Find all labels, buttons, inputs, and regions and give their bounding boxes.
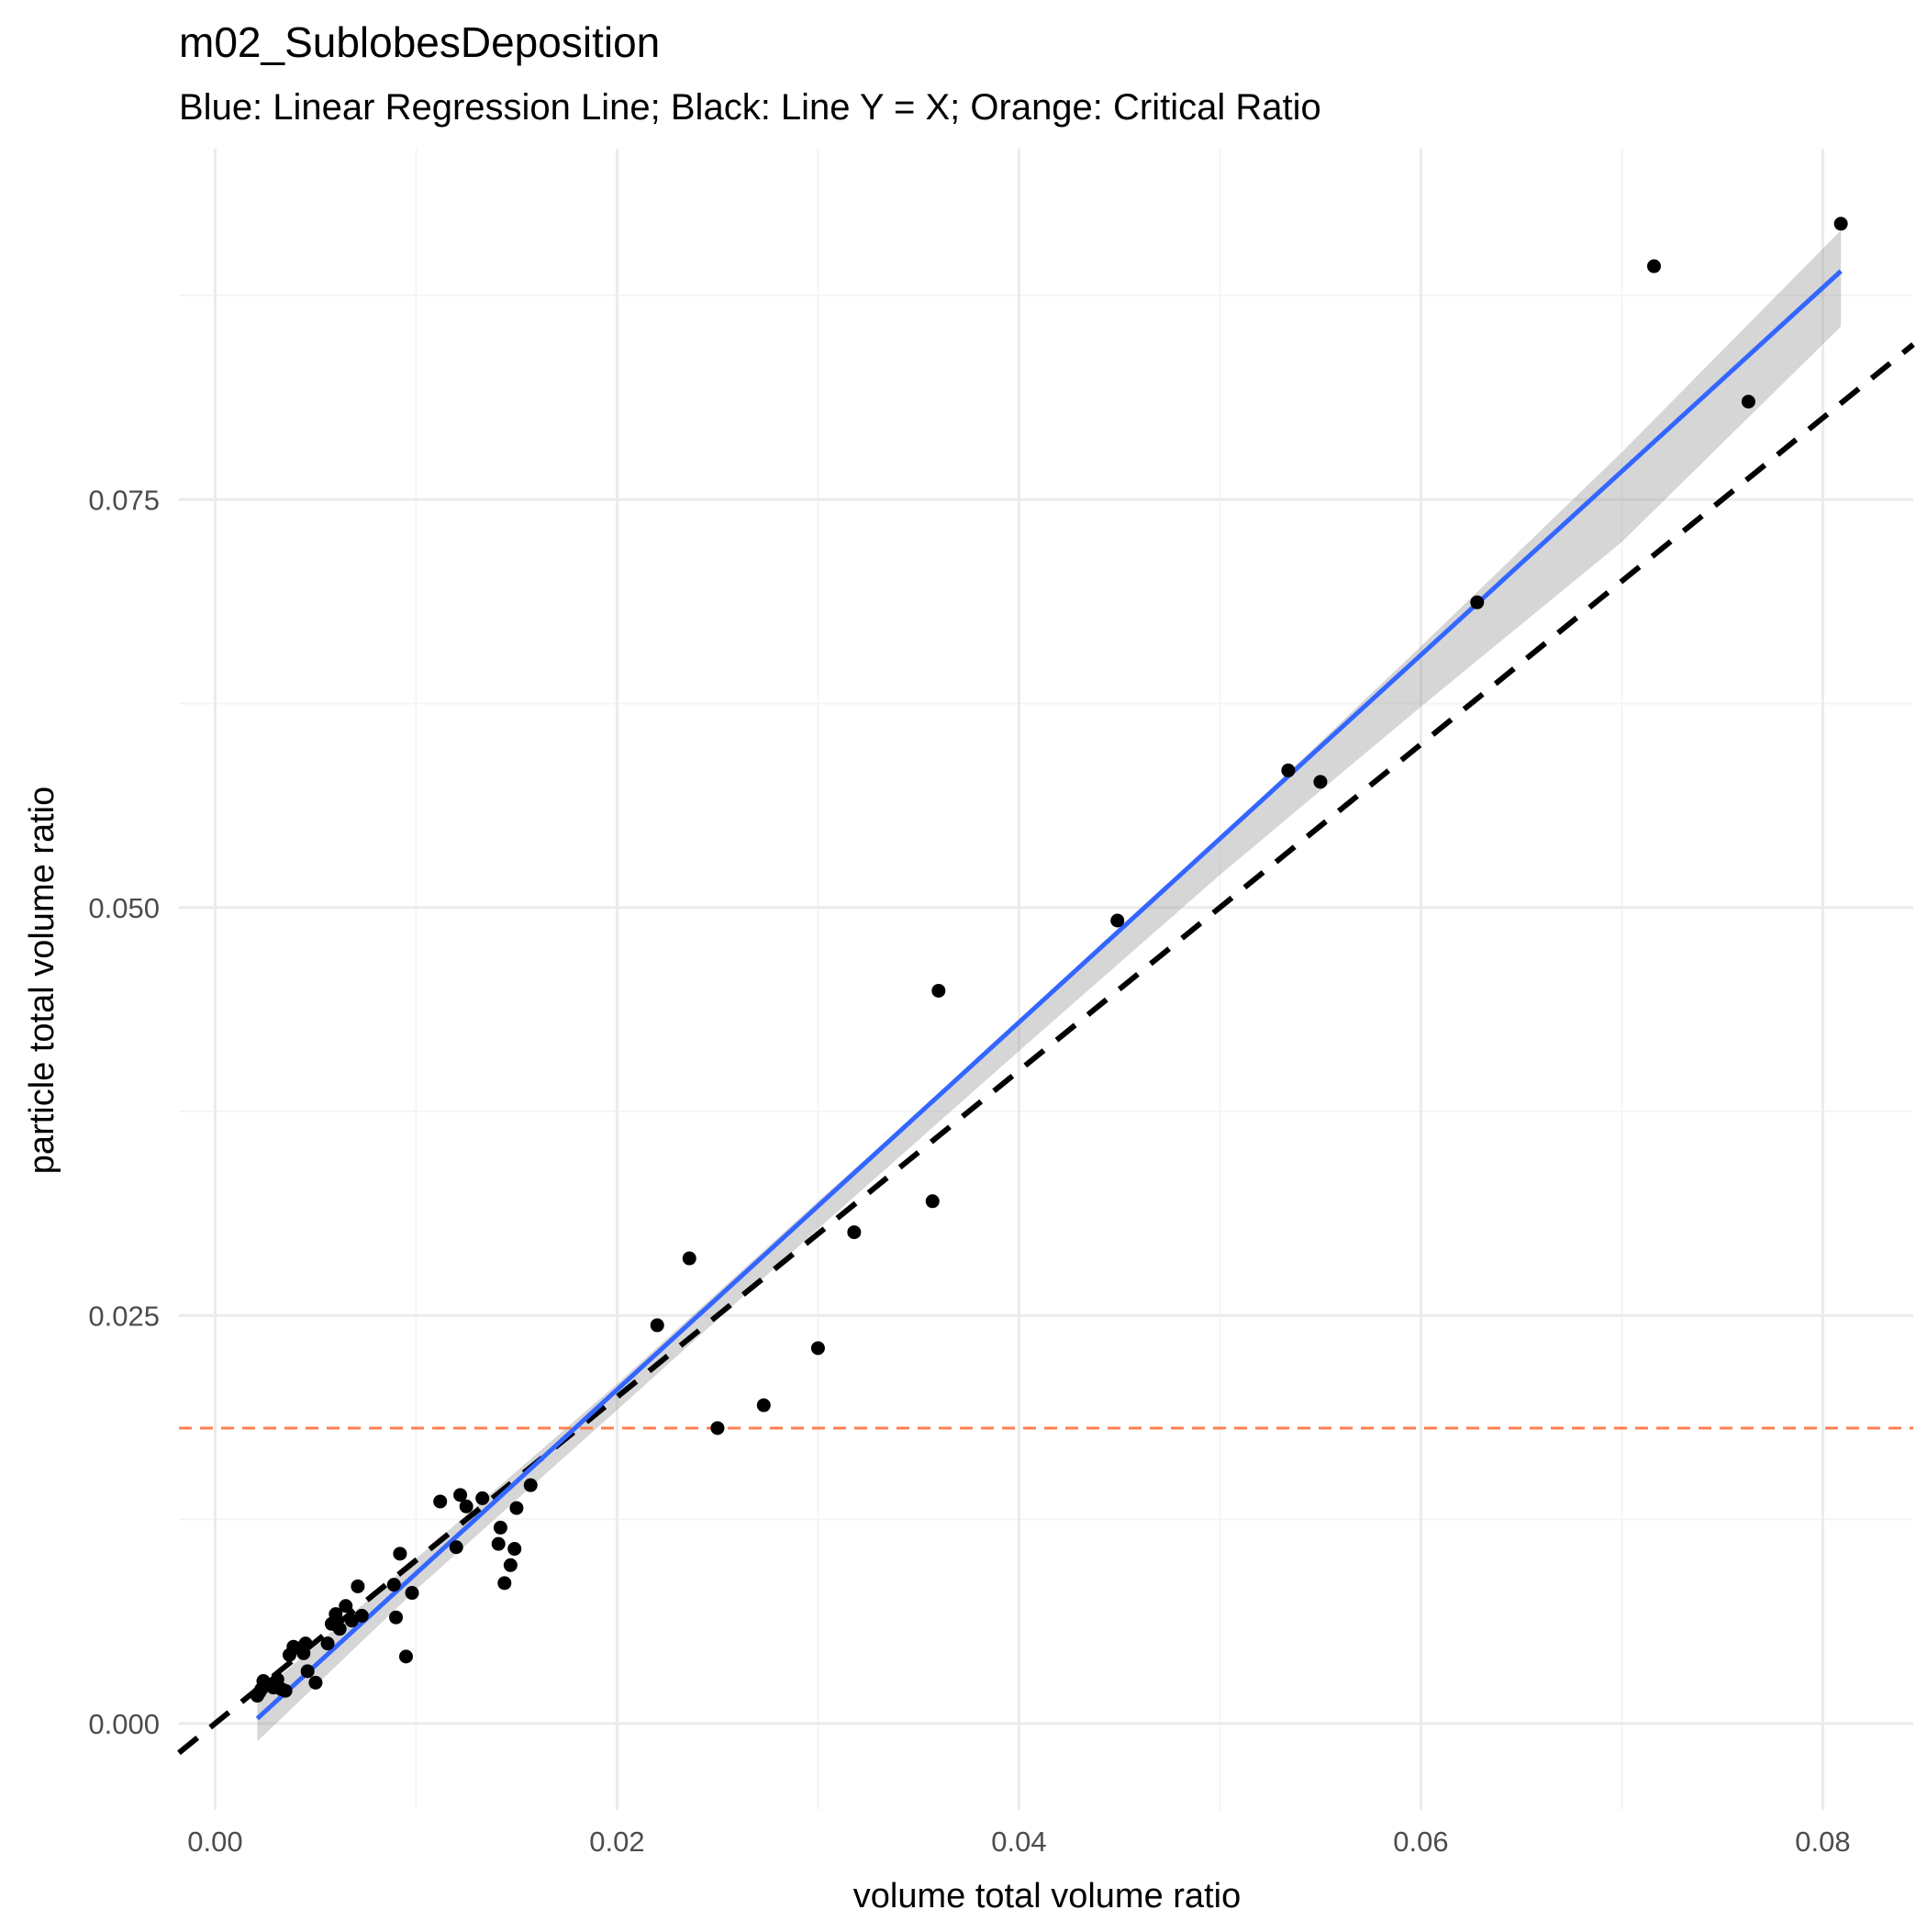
data-point <box>931 983 946 998</box>
data-point <box>1110 913 1125 928</box>
x-tick-label: 0.08 <box>1795 1826 1850 1858</box>
data-point <box>650 1318 664 1333</box>
x-tick-label: 0.00 <box>187 1826 242 1858</box>
data-point <box>320 1636 335 1651</box>
data-point <box>847 1225 862 1240</box>
data-point <box>925 1194 940 1209</box>
y-tick-label: 0.050 <box>88 892 160 924</box>
chart-subtitle: Blue: Linear Regression Line; Black: Lin… <box>179 87 1321 128</box>
y-tick-label: 0.025 <box>88 1300 160 1332</box>
data-point <box>332 1622 347 1636</box>
data-point <box>509 1501 524 1515</box>
x-tick-label: 0.02 <box>589 1826 644 1858</box>
data-point <box>1646 259 1661 274</box>
data-point <box>278 1683 293 1698</box>
data-point <box>507 1542 522 1557</box>
x-axis-title: volume total volume ratio <box>853 1877 1241 1915</box>
data-point <box>329 1607 343 1622</box>
data-point <box>354 1608 369 1623</box>
chart-title: m02_SublobesDeposition <box>179 18 660 66</box>
data-point <box>453 1488 468 1502</box>
data-point <box>300 1664 315 1679</box>
data-point <box>351 1579 365 1593</box>
data-point <box>1281 763 1296 777</box>
data-point <box>1313 775 1328 789</box>
grid-layer <box>179 149 1913 1810</box>
data-point <box>523 1478 538 1492</box>
data-point <box>389 1610 404 1625</box>
y-axis-title: particle total volume ratio <box>23 787 61 1174</box>
x-tick-label: 0.06 <box>1393 1826 1448 1858</box>
data-point <box>1741 395 1755 409</box>
data-point <box>1833 217 1848 231</box>
data-point <box>393 1547 407 1561</box>
confidence-band-layer <box>257 229 1842 1742</box>
tick-labels-layer: 0.00 0.02 0.04 0.06 0.08 0.000 0.025 0.050 0.075 <box>88 484 1850 1858</box>
data-point <box>449 1540 463 1555</box>
data-point <box>405 1586 419 1601</box>
data-point <box>503 1558 518 1572</box>
identity-line <box>177 342 1915 1756</box>
data-point <box>756 1398 771 1413</box>
data-point <box>433 1494 448 1509</box>
data-point <box>682 1251 696 1266</box>
data-point <box>497 1576 512 1591</box>
y-tick-label: 0.075 <box>88 484 160 516</box>
data-point <box>386 1578 401 1592</box>
regression-line <box>255 269 1843 1721</box>
data-point <box>298 1636 313 1651</box>
data-point <box>810 1341 825 1356</box>
y-tick-label: 0.000 <box>88 1708 160 1740</box>
data-points-layer <box>250 217 1848 1703</box>
data-point <box>308 1675 323 1690</box>
data-point <box>491 1536 506 1551</box>
data-point <box>459 1499 473 1513</box>
data-point <box>1470 595 1485 609</box>
data-point <box>493 1520 507 1535</box>
data-point <box>710 1421 725 1435</box>
reference-lines-layer <box>177 342 1915 1756</box>
regression-line-layer <box>255 269 1843 1721</box>
confidence-band <box>257 229 1842 1742</box>
data-point <box>339 1599 353 1614</box>
x-tick-label: 0.04 <box>991 1826 1046 1858</box>
data-point <box>398 1649 413 1664</box>
data-point <box>475 1491 490 1505</box>
